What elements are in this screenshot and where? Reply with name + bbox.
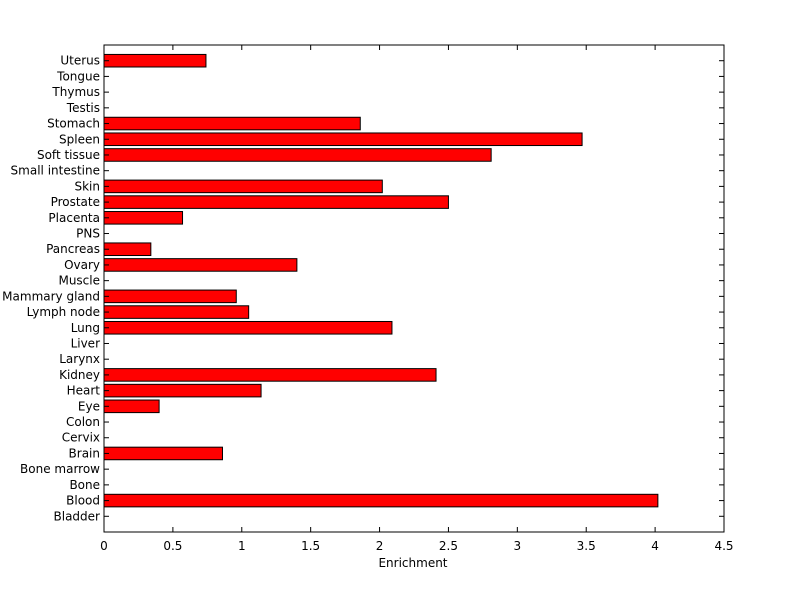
category-label: Bone marrow — [20, 462, 100, 476]
category-label: Heart — [67, 384, 101, 398]
x-tick-label: 3.5 — [577, 539, 596, 553]
x-tick-label: 0.5 — [163, 539, 182, 553]
category-label: Pancreas — [46, 242, 100, 256]
category-label: Ovary — [64, 258, 100, 272]
category-label: Bladder — [54, 509, 101, 523]
bar-heart — [103, 383, 262, 398]
category-label: Liver — [71, 336, 101, 350]
category-label: Stomach — [47, 117, 100, 131]
category-label: Brain — [69, 446, 100, 460]
category-label: Larynx — [59, 352, 100, 366]
bar-lymph-node — [103, 305, 250, 319]
category-label: Uterus — [60, 54, 100, 68]
x-tick-label: 2 — [376, 539, 384, 553]
bar-pancreas — [103, 242, 152, 257]
axes-frame — [103, 44, 725, 533]
category-label: Small intestine — [11, 164, 100, 178]
bar-skin — [103, 179, 383, 194]
category-label: Blood — [66, 494, 100, 508]
category-label: Skin — [74, 179, 100, 193]
bar-prostate — [103, 195, 449, 209]
bar-ovary — [103, 258, 298, 272]
x-tick-label: 0 — [100, 539, 108, 553]
category-label: Bone — [69, 478, 100, 492]
category-label: PNS — [76, 227, 100, 241]
bar-kidney — [103, 368, 437, 382]
category-label: Kidney — [59, 368, 100, 382]
category-label: Lymph node — [27, 305, 100, 319]
category-label: Cervix — [62, 431, 100, 445]
x-axis-label: Enrichment — [378, 556, 447, 570]
category-label: Eye — [78, 399, 100, 413]
category-label: Spleen — [59, 132, 100, 146]
category-label: Lung — [71, 321, 100, 335]
x-tick-labels: 0 0.5 1 1.5 2 2.5 3 3.5 4 4.5 — [100, 539, 733, 553]
bar-eye — [103, 399, 160, 414]
bar-spleen — [103, 132, 583, 147]
bar-placenta — [103, 211, 184, 225]
category-label: Tongue — [56, 69, 100, 83]
category-label: Thymus — [51, 85, 100, 99]
category-label: Muscle — [58, 274, 100, 288]
x-tick-label: 4.5 — [714, 539, 733, 553]
x-tick-label: 1.5 — [301, 539, 320, 553]
x-tick-label: 4 — [651, 539, 659, 553]
category-label: Soft tissue — [37, 148, 100, 162]
category-label: Colon — [66, 415, 100, 429]
bar-mammary-gland — [103, 289, 237, 304]
bar-stomach — [103, 116, 361, 131]
x-tick-label: 1 — [238, 539, 246, 553]
bar-blood — [103, 493, 659, 508]
category-label: Placenta — [48, 211, 100, 225]
category-label: Mammary gland — [2, 289, 100, 303]
bar-uterus — [103, 53, 207, 68]
bar-brain — [103, 446, 223, 461]
bar-soft-tissue — [103, 148, 492, 162]
x-tick-label: 2.5 — [439, 539, 458, 553]
x-tick-label: 3 — [514, 539, 522, 553]
category-label: Prostate — [51, 195, 100, 209]
category-label: Testis — [66, 101, 100, 115]
bar-lung — [103, 320, 393, 335]
